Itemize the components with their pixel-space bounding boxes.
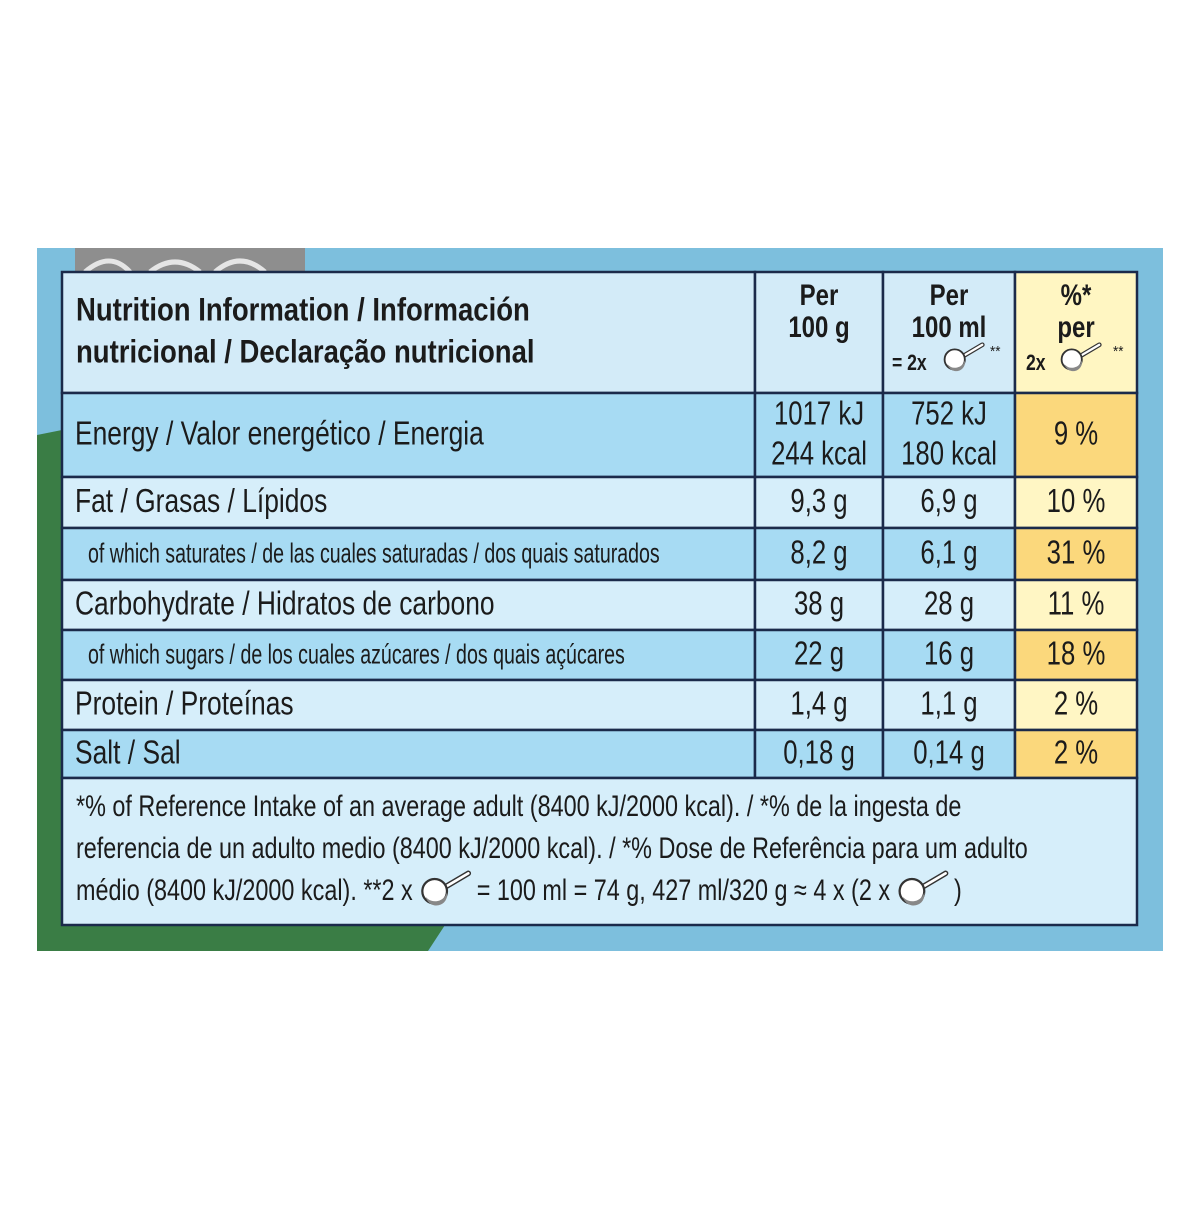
row-label: Carbohydrate / Hidratos de carbono — [75, 586, 495, 622]
header-cell — [60, 270, 757, 395]
footnote-text: *% of Reference Intake of an average adu… — [76, 789, 961, 822]
table: Nutrition Information / Información nutri… — [60, 270, 1139, 927]
row-label: Fat / Grasas / Lípidos — [75, 484, 327, 520]
nutrient-value: 31 % — [1047, 535, 1106, 572]
footnote-text: referencia de un adulto medio (8400 kJ/2… — [76, 831, 1028, 864]
nutrient-value: 752 kJ — [911, 396, 987, 433]
nutrient-value: 16 g — [924, 636, 974, 673]
nutrient-value: 28 g — [924, 586, 974, 623]
row-label-cell — [60, 391, 757, 479]
nutrient-value: 18 % — [1047, 636, 1106, 673]
nutrient-value: 9,3 g — [790, 483, 847, 520]
row-label-cell — [60, 526, 757, 582]
nutrient-value: 6,9 g — [920, 483, 977, 520]
percent-cell — [1013, 526, 1139, 582]
nutrient-value: 0,18 g — [783, 735, 855, 772]
nutrient-value: 0,14 g — [913, 735, 985, 772]
nutrient-value: 8,2 g — [790, 535, 847, 572]
footnote-text: ) — [954, 873, 962, 906]
footnote-text: = 100 ml = 74 g, 427 ml/320 g ≈ 4 x (2 x — [477, 873, 891, 906]
column-heading: per — [1057, 309, 1095, 343]
percent-cell — [1013, 391, 1139, 479]
column-heading: 100 ml — [912, 309, 987, 343]
value-cell — [881, 526, 1017, 582]
column-heading: Per — [930, 277, 969, 311]
nutrient-value: 2 % — [1054, 686, 1098, 723]
column-heading: %* — [1061, 277, 1092, 311]
nutrient-value: 2 % — [1054, 735, 1098, 772]
nutrient-value: 10 % — [1047, 483, 1106, 520]
nutrient-value: 11 % — [1048, 586, 1105, 623]
percent-cell — [1013, 578, 1139, 632]
nutrient-value: 6,1 g — [920, 535, 977, 572]
footnote-mark: ** — [1113, 343, 1124, 360]
nutrient-value: 1,4 g — [790, 686, 847, 723]
serving-size: 2x — [1026, 351, 1046, 375]
footnote-text: médio (8400 kJ/2000 kcal). **2 x — [76, 873, 413, 906]
row-label: Protein / Proteínas — [75, 686, 294, 722]
row-label: of which sugars / de los cuales azúcares… — [88, 639, 625, 670]
row-label-cell — [60, 678, 757, 732]
nutrient-value: 22 g — [794, 636, 844, 673]
row-label-cell — [60, 728, 757, 780]
serving-size: = 2x — [892, 351, 927, 375]
percent-cell — [1013, 628, 1139, 682]
value-cell — [881, 578, 1017, 632]
value-cell — [753, 526, 885, 582]
header-title: Nutrition Information / Información — [76, 293, 530, 328]
nutrient-value: 180 kcal — [901, 436, 997, 473]
value-cell — [881, 475, 1017, 530]
row-label: Salt / Sal — [75, 735, 181, 771]
nutrient-value: 1017 kJ — [774, 396, 864, 433]
header-title: nutricional / Declaração nutricional — [76, 335, 535, 370]
percent-cell — [1013, 728, 1139, 780]
row-label-cell — [60, 475, 757, 530]
percent-cell — [1013, 678, 1139, 732]
footnote-mark: ** — [990, 343, 1001, 360]
nutrient-value: 38 g — [794, 586, 844, 623]
nutrient-value: 1,1 g — [920, 686, 977, 723]
value-cell — [881, 728, 1017, 780]
value-cell — [753, 578, 885, 632]
row-label: of which saturates / de las cuales satur… — [88, 538, 660, 569]
nutrient-value: 9 % — [1054, 416, 1098, 453]
value-cell — [753, 391, 885, 479]
column-heading: 100 g — [788, 309, 849, 343]
texture-decor — [75, 248, 305, 275]
footnote-cell — [60, 776, 1139, 927]
header-cell — [1013, 270, 1139, 395]
nutrient-value: 244 kcal — [771, 436, 867, 473]
value-cell — [881, 391, 1017, 479]
column-heading: Per — [800, 277, 839, 311]
row-label: Energy / Valor energético / Energia — [75, 416, 484, 452]
